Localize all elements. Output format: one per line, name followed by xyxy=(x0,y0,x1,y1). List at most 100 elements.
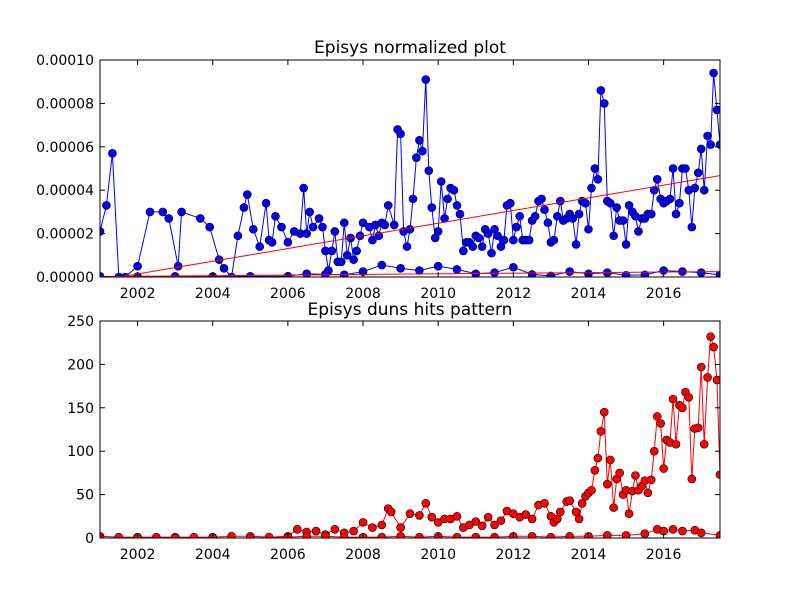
data-point xyxy=(612,203,621,212)
data-point xyxy=(587,183,596,193)
data-point xyxy=(311,526,321,536)
data-point xyxy=(321,531,330,538)
data-point xyxy=(152,532,161,538)
x-tick-label: 2006 xyxy=(270,286,306,302)
data-point xyxy=(474,233,484,243)
y-tick-label: 250 xyxy=(67,314,94,330)
data-point xyxy=(565,267,575,276)
data-point xyxy=(696,528,706,538)
data-point xyxy=(555,507,565,517)
y-tick-label: 50 xyxy=(76,488,94,504)
data-point xyxy=(530,211,540,221)
data-point xyxy=(468,242,478,251)
data-point xyxy=(246,533,255,538)
data-point xyxy=(693,423,703,433)
data-point xyxy=(671,209,681,219)
data-point xyxy=(487,248,496,258)
data-point xyxy=(277,222,286,232)
data-point xyxy=(668,525,678,534)
data-point xyxy=(352,246,361,256)
data-point xyxy=(114,532,124,538)
data-point xyxy=(243,190,252,199)
data-point xyxy=(565,531,574,538)
data-point xyxy=(318,222,327,232)
data-point xyxy=(512,222,521,232)
data-point xyxy=(640,529,650,538)
data-point xyxy=(396,531,405,538)
data-point xyxy=(593,453,603,463)
data-point xyxy=(330,227,340,236)
chart-title: Episys duns hits pattern xyxy=(308,300,513,320)
data-point xyxy=(133,261,142,271)
data-point xyxy=(687,222,697,232)
data-point xyxy=(189,532,199,538)
series-line xyxy=(100,271,720,277)
data-point xyxy=(349,255,358,264)
data-point xyxy=(380,220,390,230)
data-point xyxy=(605,455,615,465)
data-point xyxy=(490,520,499,530)
data-point xyxy=(452,511,462,521)
data-point xyxy=(634,227,643,236)
data-point xyxy=(643,488,653,498)
data-point xyxy=(255,242,265,251)
x-tick-label: 2002 xyxy=(120,547,156,563)
y-tick-label: 0 xyxy=(85,531,94,547)
data-point xyxy=(330,525,340,534)
data-point xyxy=(506,198,515,208)
data-point xyxy=(421,498,431,508)
x-tick-label: 2008 xyxy=(345,286,381,302)
x-tick-label: 2016 xyxy=(646,547,682,563)
x-tick-label: 2010 xyxy=(420,286,456,302)
data-point xyxy=(302,531,311,538)
data-point xyxy=(477,521,487,531)
data-point xyxy=(349,526,358,536)
data-point xyxy=(646,475,656,485)
chart-title: Episys normalized plot xyxy=(314,38,506,58)
data-point xyxy=(427,203,437,212)
data-point xyxy=(308,222,318,232)
data-point xyxy=(427,512,437,522)
data-point xyxy=(433,227,443,236)
data-point xyxy=(712,105,720,115)
data-point xyxy=(499,235,509,245)
data-point xyxy=(546,532,556,538)
data-point xyxy=(699,439,709,449)
data-point xyxy=(368,235,377,245)
data-point xyxy=(656,419,665,428)
series-line xyxy=(100,336,720,538)
data-point xyxy=(696,144,706,154)
data-point xyxy=(449,185,459,195)
data-point xyxy=(196,214,205,223)
data-point xyxy=(433,261,443,271)
data-point xyxy=(565,496,575,505)
data-point xyxy=(715,531,720,538)
data-point xyxy=(602,531,612,538)
data-point xyxy=(452,201,462,210)
plot-area xyxy=(100,68,720,277)
y-tick-label: 0.00002 xyxy=(36,227,94,243)
data-point xyxy=(552,211,562,221)
data-point xyxy=(471,517,481,526)
data-point xyxy=(327,246,337,256)
data-point xyxy=(205,222,215,232)
normalized-plot-panel: Episys normalized plot 2002 2004 2006 2008 2… xyxy=(36,38,721,302)
data-point xyxy=(509,262,518,272)
data-point xyxy=(684,393,694,402)
data-point xyxy=(219,264,229,273)
data-point xyxy=(609,503,618,512)
data-point xyxy=(421,75,431,84)
y-tick-label: 0.00010 xyxy=(36,53,94,69)
data-point xyxy=(527,514,537,524)
data-point xyxy=(703,373,712,382)
data-point xyxy=(239,203,249,212)
data-point xyxy=(305,207,314,217)
data-point xyxy=(377,520,387,530)
data-point xyxy=(584,224,593,234)
plot-area xyxy=(100,332,720,538)
x-tick-label: 2006 xyxy=(270,547,306,563)
data-point xyxy=(703,131,712,141)
data-point xyxy=(396,264,405,273)
x-tick-label: 2014 xyxy=(571,547,607,563)
